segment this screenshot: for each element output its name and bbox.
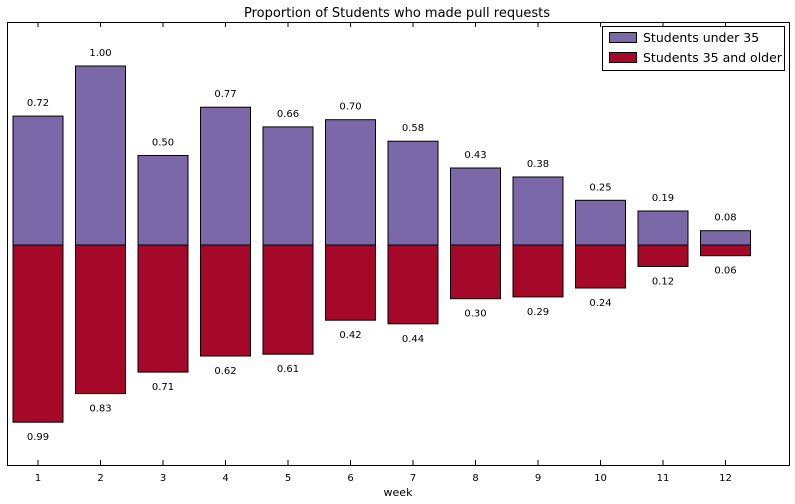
label-under-35-week-9: 0.38 [527,159,549,170]
bar-35-older-week-8 [450,244,501,300]
legend: Students under 35 Students 35 and older [602,26,785,71]
x-tick-label-10: 10 [594,473,607,484]
label-under-35-week-12: 0.08 [714,213,736,224]
bar-under-35-week-9 [512,176,564,246]
bar-35-older-week-10 [575,244,626,289]
bar-under-35-week-10 [575,199,626,246]
label-35-older-week-12: 0.06 [714,266,736,277]
bar-under-35-week-8 [450,167,501,246]
bar-35-older-week-11 [637,244,689,267]
legend-swatch-35-and-older [609,52,637,63]
label-under-35-week-2: 1.00 [89,48,111,59]
bar-under-35-week-12 [700,230,751,246]
bar-35-older-week-5 [262,244,314,355]
label-under-35-week-10: 0.25 [589,182,611,193]
label-35-older-week-2: 0.83 [89,404,111,415]
labels-layer: 0.72 0.99 1.00 0.83 0.50 0.71 0.77 0.62 0.66 0.61… [27,48,737,443]
x-tick-label-7: 7 [410,473,416,484]
x-tick-label-8: 8 [472,473,478,484]
label-35-older-week-3: 0.71 [152,382,174,393]
bar-35-older-week-1 [12,244,64,423]
x-tick-label-1: 1 [35,473,41,484]
legend-swatch-under-35 [609,32,637,43]
bar-35-older-week-12 [700,244,751,257]
bar-under-35-week-1 [12,115,64,246]
label-under-35-week-5: 0.66 [277,109,299,120]
label-35-older-week-1: 0.99 [27,432,49,443]
bar-under-35-week-4 [200,106,251,246]
x-tick-label-3: 3 [160,473,166,484]
legend-label-35-and-older: Students 35 and older [643,50,783,65]
x-tick-label-12: 12 [719,473,732,484]
bar-under-35-week-3 [137,155,189,246]
bar-under-35-week-2 [75,65,126,246]
plot-frame [7,22,790,466]
x-tick-label-11: 11 [657,473,670,484]
label-35-older-week-11: 0.12 [652,277,674,288]
ticks-layer: 1 2 3 4 5 6 7 8 9 10 11 12 [35,22,732,484]
bar-35-older-week-3 [137,244,189,373]
bar-under-35-week-5 [262,126,314,246]
label-35-older-week-10: 0.24 [589,298,611,309]
x-tick-label-2: 2 [97,473,103,484]
label-under-35-week-4: 0.77 [214,89,236,100]
label-35-older-week-7: 0.44 [402,334,424,345]
label-35-older-week-9: 0.29 [527,307,549,318]
x-tick-label-6: 6 [347,473,353,484]
bars-layer [12,65,751,423]
label-under-35-week-7: 0.58 [402,123,424,134]
bar-under-35-week-11 [637,210,689,246]
x-tick-label-5: 5 [285,473,291,484]
bar-35-older-week-4 [200,244,251,357]
label-35-older-week-6: 0.42 [339,330,361,341]
label-under-35-week-6: 0.70 [339,102,361,113]
legend-label-under-35: Students under 35 [643,30,759,45]
bar-35-older-week-7 [387,244,439,325]
label-under-35-week-3: 0.50 [152,138,174,149]
label-35-older-week-4: 0.62 [214,366,236,377]
x-axis-label: week [384,486,414,499]
bar-under-35-week-6 [325,119,376,246]
label-35-older-week-8: 0.30 [464,309,486,320]
label-under-35-week-11: 0.19 [652,193,674,204]
chart-title: Proportion of Students who made pull req… [244,6,550,21]
x-tick-label-4: 4 [222,473,228,484]
bar-35-older-week-9 [512,244,564,298]
bar-under-35-week-7 [387,140,439,246]
label-under-35-week-1: 0.72 [27,98,49,109]
bar-35-older-week-6 [325,244,376,321]
label-35-older-week-5: 0.61 [277,364,299,375]
bar-35-older-week-2 [75,244,126,395]
x-tick-label-9: 9 [535,473,541,484]
label-under-35-week-8: 0.43 [464,150,486,161]
